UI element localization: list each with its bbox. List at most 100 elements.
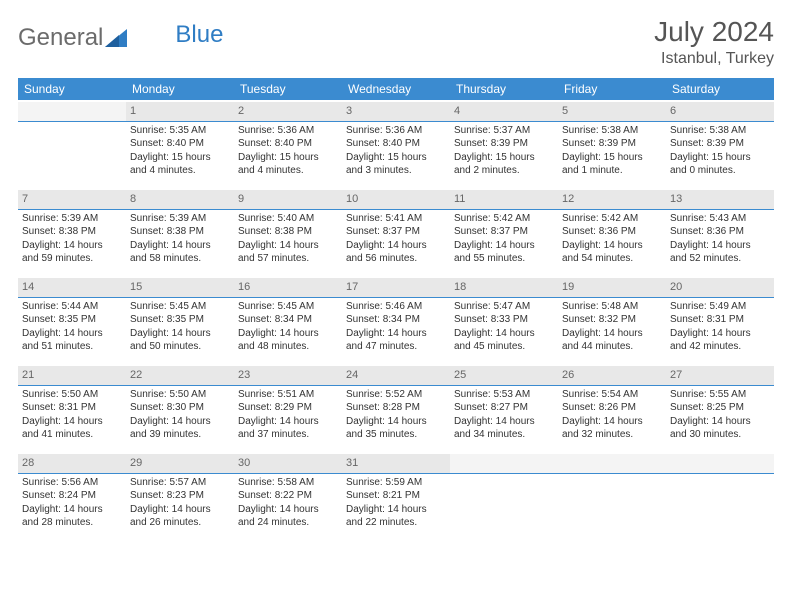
sunset-text: Sunset: 8:38 PM bbox=[22, 225, 122, 239]
day-number: 20 bbox=[666, 278, 774, 298]
calendar-grid: SundayMondayTuesdayWednesdayThursdayFrid… bbox=[18, 78, 774, 540]
sunrise-text: Sunrise: 5:55 AM bbox=[670, 388, 770, 402]
calendar-cell: 14Sunrise: 5:44 AMSunset: 8:35 PMDayligh… bbox=[18, 276, 126, 364]
sunset-text: Sunset: 8:30 PM bbox=[130, 401, 230, 415]
sunrise-text: Sunrise: 5:38 AM bbox=[670, 124, 770, 138]
daylight2-text: and 48 minutes. bbox=[238, 340, 338, 354]
calendar-cell: 24Sunrise: 5:52 AMSunset: 8:28 PMDayligh… bbox=[342, 364, 450, 452]
daylight2-text: and 41 minutes. bbox=[22, 428, 122, 442]
daylight1-text: Daylight: 14 hours bbox=[238, 415, 338, 429]
day-number: 28 bbox=[18, 454, 126, 474]
sunset-text: Sunset: 8:34 PM bbox=[238, 313, 338, 327]
title-block: July 2024 Istanbul, Turkey bbox=[654, 16, 774, 68]
day-number: 1 bbox=[126, 102, 234, 122]
daylight1-text: Daylight: 14 hours bbox=[22, 415, 122, 429]
calendar-cell: 31Sunrise: 5:59 AMSunset: 8:21 PMDayligh… bbox=[342, 452, 450, 540]
sunset-text: Sunset: 8:22 PM bbox=[238, 489, 338, 503]
daylight1-text: Daylight: 14 hours bbox=[562, 239, 662, 253]
daylight1-text: Daylight: 14 hours bbox=[130, 415, 230, 429]
daylight2-text: and 51 minutes. bbox=[22, 340, 122, 354]
daylight1-text: Daylight: 15 hours bbox=[130, 151, 230, 165]
day-number: 31 bbox=[342, 454, 450, 474]
sunset-text: Sunset: 8:27 PM bbox=[454, 401, 554, 415]
daylight1-text: Daylight: 14 hours bbox=[562, 327, 662, 341]
day-number: 24 bbox=[342, 366, 450, 386]
daylight1-text: Daylight: 14 hours bbox=[454, 415, 554, 429]
weekday-header: Monday bbox=[126, 78, 234, 100]
daylight1-text: Daylight: 14 hours bbox=[22, 503, 122, 517]
sunrise-text: Sunrise: 5:57 AM bbox=[130, 476, 230, 490]
daylight2-text: and 0 minutes. bbox=[670, 164, 770, 178]
calendar-cell: 28Sunrise: 5:56 AMSunset: 8:24 PMDayligh… bbox=[18, 452, 126, 540]
daylight1-text: Daylight: 14 hours bbox=[346, 415, 446, 429]
daylight1-text: Daylight: 14 hours bbox=[670, 239, 770, 253]
daylight2-text: and 45 minutes. bbox=[454, 340, 554, 354]
daylight2-text: and 4 minutes. bbox=[130, 164, 230, 178]
daylight1-text: Daylight: 14 hours bbox=[346, 239, 446, 253]
sunset-text: Sunset: 8:28 PM bbox=[346, 401, 446, 415]
weekday-header: Thursday bbox=[450, 78, 558, 100]
daylight2-text: and 24 minutes. bbox=[238, 516, 338, 530]
sunset-text: Sunset: 8:35 PM bbox=[22, 313, 122, 327]
calendar-cell: 15Sunrise: 5:45 AMSunset: 8:35 PMDayligh… bbox=[126, 276, 234, 364]
calendar-cell: 26Sunrise: 5:54 AMSunset: 8:26 PMDayligh… bbox=[558, 364, 666, 452]
daylight1-text: Daylight: 14 hours bbox=[238, 327, 338, 341]
sunrise-text: Sunrise: 5:48 AM bbox=[562, 300, 662, 314]
daylight2-text: and 50 minutes. bbox=[130, 340, 230, 354]
day-number: 22 bbox=[126, 366, 234, 386]
day-number: 17 bbox=[342, 278, 450, 298]
day-number: 4 bbox=[450, 102, 558, 122]
calendar-cell bbox=[18, 100, 126, 188]
calendar-cell: 18Sunrise: 5:47 AMSunset: 8:33 PMDayligh… bbox=[450, 276, 558, 364]
calendar-cell: 29Sunrise: 5:57 AMSunset: 8:23 PMDayligh… bbox=[126, 452, 234, 540]
daylight1-text: Daylight: 15 hours bbox=[670, 151, 770, 165]
day-number: 9 bbox=[234, 190, 342, 210]
sunset-text: Sunset: 8:24 PM bbox=[22, 489, 122, 503]
sunrise-text: Sunrise: 5:46 AM bbox=[346, 300, 446, 314]
sunrise-text: Sunrise: 5:39 AM bbox=[130, 212, 230, 226]
day-number bbox=[18, 102, 126, 122]
daylight2-text: and 39 minutes. bbox=[130, 428, 230, 442]
sunrise-text: Sunrise: 5:43 AM bbox=[670, 212, 770, 226]
calendar-cell: 6Sunrise: 5:38 AMSunset: 8:39 PMDaylight… bbox=[666, 100, 774, 188]
sunrise-text: Sunrise: 5:40 AM bbox=[238, 212, 338, 226]
sunset-text: Sunset: 8:31 PM bbox=[670, 313, 770, 327]
sunset-text: Sunset: 8:32 PM bbox=[562, 313, 662, 327]
sunset-text: Sunset: 8:31 PM bbox=[22, 401, 122, 415]
daylight2-text: and 3 minutes. bbox=[346, 164, 446, 178]
daylight2-text: and 57 minutes. bbox=[238, 252, 338, 266]
day-number: 2 bbox=[234, 102, 342, 122]
daylight1-text: Daylight: 15 hours bbox=[454, 151, 554, 165]
daylight2-text: and 32 minutes. bbox=[562, 428, 662, 442]
sunrise-text: Sunrise: 5:59 AM bbox=[346, 476, 446, 490]
sunrise-text: Sunrise: 5:45 AM bbox=[130, 300, 230, 314]
day-number: 18 bbox=[450, 278, 558, 298]
sunrise-text: Sunrise: 5:45 AM bbox=[238, 300, 338, 314]
sunrise-text: Sunrise: 5:58 AM bbox=[238, 476, 338, 490]
calendar-cell: 25Sunrise: 5:53 AMSunset: 8:27 PMDayligh… bbox=[450, 364, 558, 452]
day-number: 8 bbox=[126, 190, 234, 210]
daylight2-text: and 2 minutes. bbox=[454, 164, 554, 178]
calendar-cell: 4Sunrise: 5:37 AMSunset: 8:39 PMDaylight… bbox=[450, 100, 558, 188]
calendar-cell: 13Sunrise: 5:43 AMSunset: 8:36 PMDayligh… bbox=[666, 188, 774, 276]
sunset-text: Sunset: 8:37 PM bbox=[346, 225, 446, 239]
daylight2-text: and 37 minutes. bbox=[238, 428, 338, 442]
sunset-text: Sunset: 8:25 PM bbox=[670, 401, 770, 415]
page-header: General Blue July 2024 Istanbul, Turkey bbox=[18, 16, 774, 68]
month-title: July 2024 bbox=[654, 16, 774, 48]
calendar-cell: 16Sunrise: 5:45 AMSunset: 8:34 PMDayligh… bbox=[234, 276, 342, 364]
brand-triangle-icon bbox=[105, 29, 127, 47]
calendar-cell: 19Sunrise: 5:48 AMSunset: 8:32 PMDayligh… bbox=[558, 276, 666, 364]
sunset-text: Sunset: 8:39 PM bbox=[670, 137, 770, 151]
day-number: 27 bbox=[666, 366, 774, 386]
sunrise-text: Sunrise: 5:47 AM bbox=[454, 300, 554, 314]
sunrise-text: Sunrise: 5:50 AM bbox=[130, 388, 230, 402]
daylight1-text: Daylight: 14 hours bbox=[238, 503, 338, 517]
calendar-cell bbox=[666, 452, 774, 540]
day-number bbox=[558, 454, 666, 474]
daylight1-text: Daylight: 14 hours bbox=[454, 327, 554, 341]
day-number: 26 bbox=[558, 366, 666, 386]
day-number bbox=[450, 454, 558, 474]
calendar-cell bbox=[450, 452, 558, 540]
day-number: 12 bbox=[558, 190, 666, 210]
